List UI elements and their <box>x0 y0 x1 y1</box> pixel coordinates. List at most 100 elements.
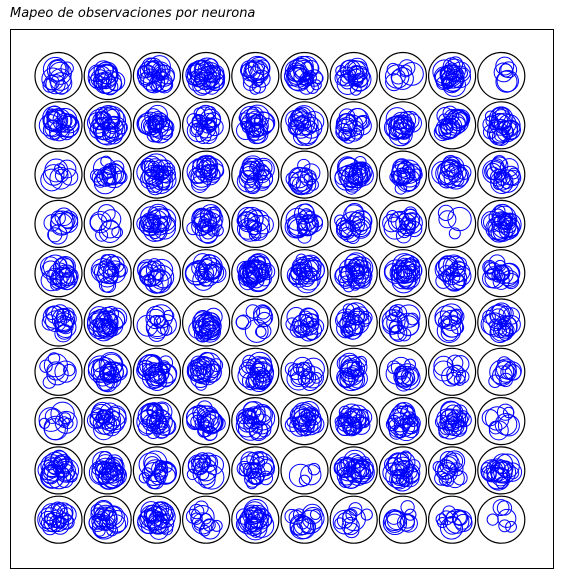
observation-ring <box>456 410 470 424</box>
observation-ring <box>148 510 165 527</box>
observation-ring <box>140 212 161 233</box>
observation-ring <box>47 224 68 245</box>
observation-ring <box>209 163 225 179</box>
observation-ring <box>448 272 466 290</box>
observation-ring <box>200 414 219 433</box>
observation-ring <box>195 160 218 183</box>
observation-ring <box>447 56 464 72</box>
observation-ring <box>188 60 211 83</box>
neuron-2-3 <box>182 150 231 199</box>
neuron-6-4 <box>231 347 280 396</box>
observation-ring <box>200 519 221 540</box>
observation-ring <box>338 129 351 142</box>
neuron-9-7 <box>378 495 427 544</box>
observation-ring <box>455 369 470 384</box>
observation-ring <box>249 111 275 136</box>
observation-ring <box>342 509 357 524</box>
observation-ring <box>299 308 320 328</box>
observation-ring <box>58 416 70 428</box>
observation-ring <box>390 111 413 134</box>
observation-ring <box>54 360 77 383</box>
observation-ring <box>110 160 125 175</box>
observation-ring <box>97 409 109 421</box>
observation-ring <box>93 499 114 521</box>
observation-ring <box>192 404 208 421</box>
observation-ring <box>52 267 75 289</box>
observation-ring <box>495 70 518 93</box>
observation-ring <box>390 469 414 492</box>
observation-ring <box>41 260 61 280</box>
observation-ring <box>92 357 117 382</box>
observation-ring <box>113 170 127 184</box>
observation-ring <box>187 358 213 384</box>
neuron-1-3 <box>182 101 231 150</box>
observation-ring <box>210 519 223 532</box>
observation-ring <box>496 403 515 421</box>
observation-ring <box>149 112 171 134</box>
observation-ring <box>355 408 373 426</box>
observation-ring <box>190 512 203 525</box>
observation-ring <box>40 269 62 292</box>
observation-ring <box>92 319 115 342</box>
observation-ring <box>247 471 262 485</box>
neuron-circle <box>231 51 280 101</box>
observation-ring <box>294 414 311 432</box>
observation-ring <box>255 370 273 388</box>
observation-ring <box>343 522 360 539</box>
neuron-6-5 <box>280 347 329 396</box>
observation-ring <box>494 107 511 123</box>
observation-ring <box>347 67 372 92</box>
observation-ring <box>391 268 417 294</box>
observation-ring <box>52 515 66 529</box>
observation-ring <box>101 209 122 230</box>
observation-ring <box>410 168 423 181</box>
neuron-grid <box>34 51 526 544</box>
observation-ring <box>350 256 374 280</box>
observation-ring <box>191 115 209 132</box>
observation-ring <box>448 227 461 240</box>
observation-ring <box>41 67 65 91</box>
neuron-5-4 <box>231 298 280 347</box>
observation-ring <box>43 511 64 533</box>
observation-ring <box>150 164 165 180</box>
neuron-1-0 <box>34 101 83 150</box>
neuron-5-2 <box>132 298 181 347</box>
observation-ring <box>488 420 509 441</box>
observation-ring <box>439 303 463 327</box>
observation-ring <box>296 112 319 136</box>
observation-ring <box>43 108 67 133</box>
observation-ring <box>157 363 178 384</box>
neuron-6-2 <box>132 347 181 396</box>
neuron-0-5 <box>280 51 329 101</box>
observation-ring <box>43 415 69 441</box>
neuron-7-6 <box>329 397 378 446</box>
observation-ring <box>147 270 164 287</box>
observation-ring <box>155 417 169 431</box>
observation-ring <box>243 516 268 541</box>
observation-ring <box>483 261 496 274</box>
observation-ring <box>433 360 455 382</box>
chart-title: Mapeo de observaciones por neurona <box>10 6 256 21</box>
observation-ring <box>91 401 114 424</box>
observation-ring <box>205 112 221 128</box>
observation-ring <box>441 454 460 473</box>
neuron-3-1 <box>83 199 132 248</box>
observation-ring <box>45 310 67 333</box>
observation-ring <box>405 263 421 279</box>
observation-ring <box>48 61 72 85</box>
neuron-4-6 <box>329 249 378 298</box>
neuron-circle <box>280 298 329 347</box>
neuron-0-9 <box>477 51 526 101</box>
observation-ring <box>288 166 310 189</box>
observation-ring <box>185 262 206 283</box>
neuron-circle <box>428 199 477 248</box>
neuron-2-9 <box>477 150 526 199</box>
observation-ring <box>442 254 465 277</box>
observation-ring <box>61 307 75 321</box>
observation-ring <box>382 510 408 536</box>
observation-ring <box>252 168 274 189</box>
observation-ring <box>113 364 128 379</box>
observation-ring <box>185 508 201 524</box>
observation-ring <box>59 266 79 287</box>
neuron-1-6 <box>329 101 378 150</box>
